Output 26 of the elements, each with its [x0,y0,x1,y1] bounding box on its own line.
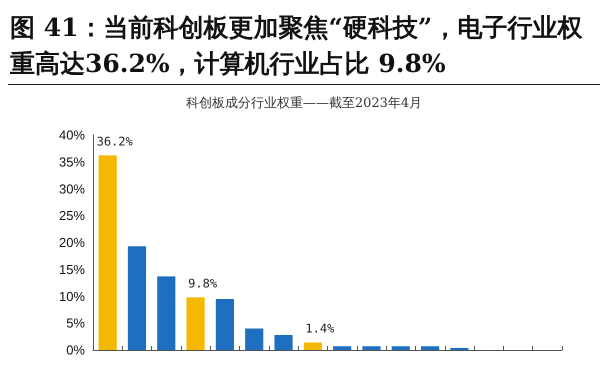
bar [245,328,264,350]
y-tick-label: 15% [58,262,86,277]
y-tick-label: 20% [58,235,86,250]
bar [333,346,352,350]
bar [128,246,146,350]
bar [274,334,293,350]
y-tick-label: 5% [66,316,86,331]
bar [304,342,322,350]
y-tick-label: 0% [66,342,86,358]
y-tick-label: 30% [58,181,86,196]
bar [157,276,176,350]
y-tick-label: 25% [58,208,86,224]
data-label: 36.2% [96,134,134,148]
bar [362,346,381,350]
bar [186,297,205,350]
data-label: 1.4% [305,321,336,336]
y-tick-label: 10% [58,288,86,304]
chart-subtitle: 科创板成分行业权重——截至2023年4月 [186,96,422,111]
data-label: 9.8% [188,276,218,290]
bar [421,346,440,350]
y-tick-label: 35% [58,154,86,170]
bar [98,155,117,350]
chart-title: 图 41：当前科创板更加聚焦“硬科技”，电子行业权重高达36.2%，计算机行业占比 9.8% [10,12,584,80]
bar [216,298,234,350]
bar [392,346,410,350]
y-tick-label: 40% [58,128,86,142]
